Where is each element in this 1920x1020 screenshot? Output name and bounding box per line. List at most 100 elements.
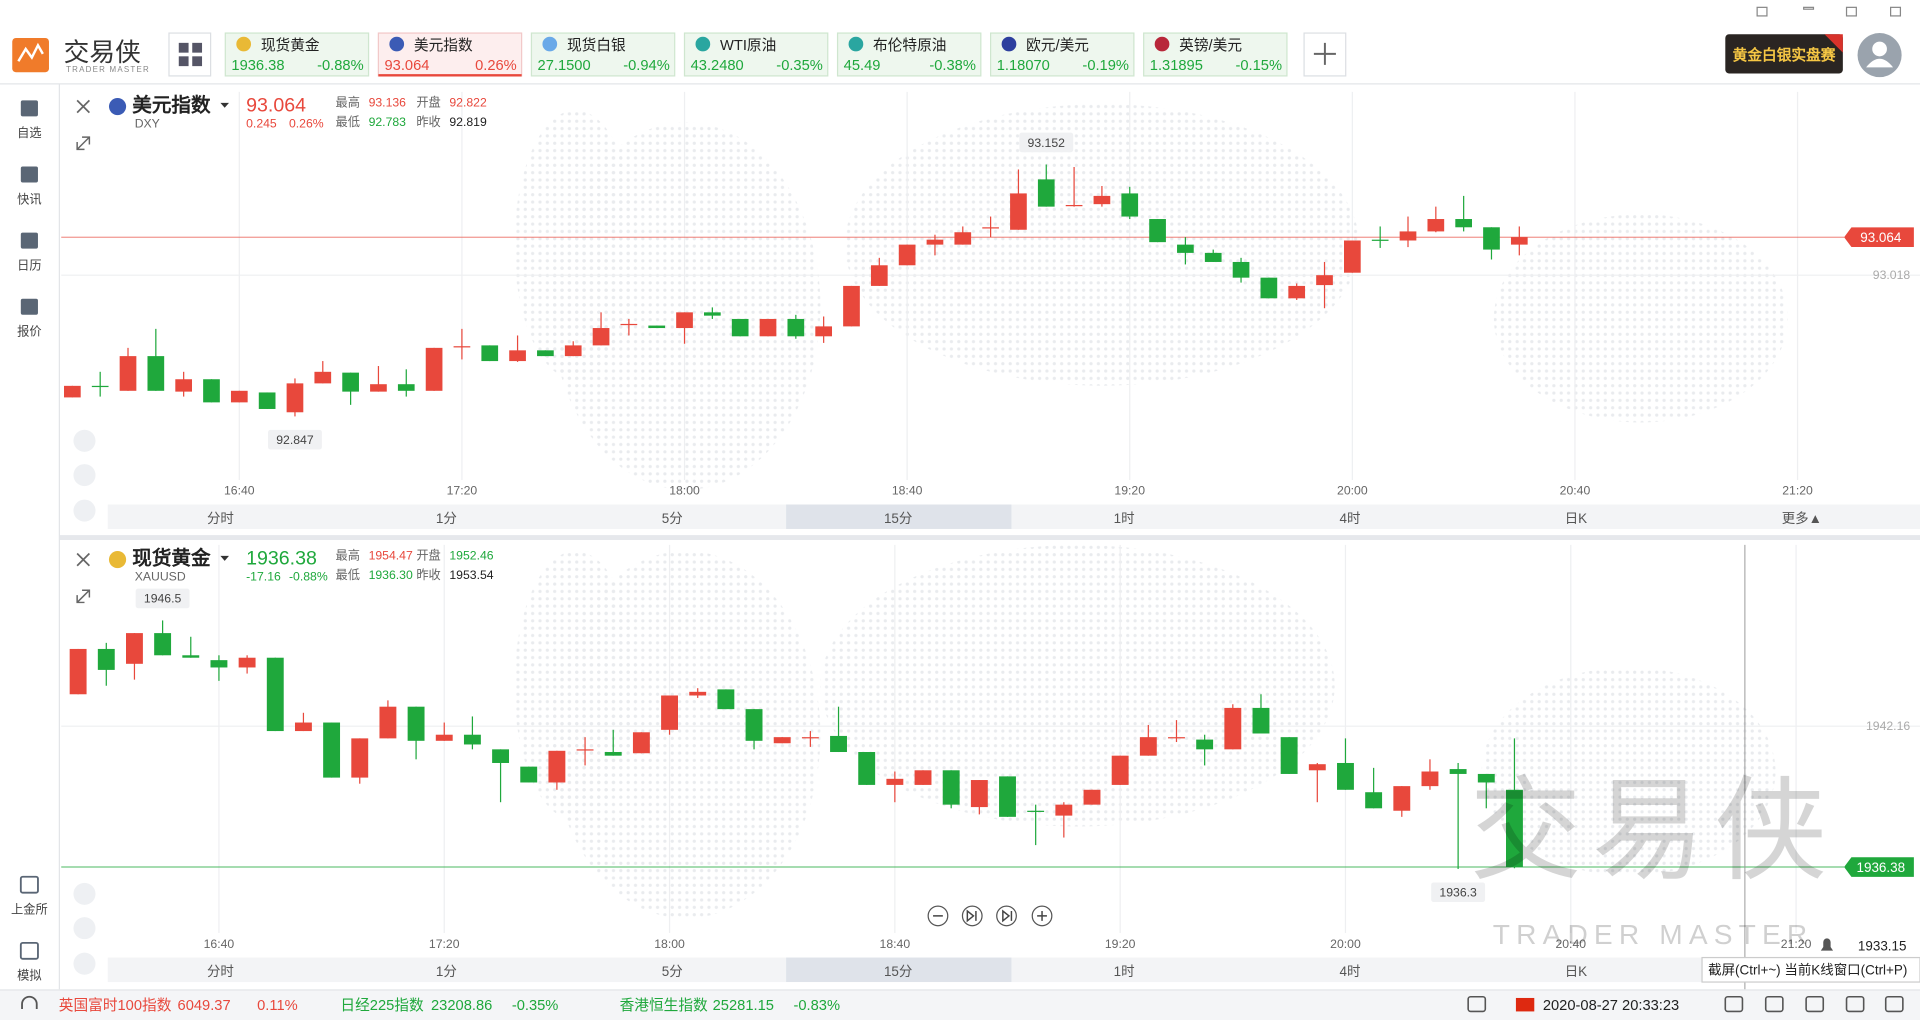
close-icon[interactable]: [76, 99, 90, 114]
period-option[interactable]: 15分: [884, 964, 912, 979]
period-option[interactable]: 分时: [207, 511, 234, 526]
status-icon[interactable]: [1805, 995, 1825, 1013]
status-icon[interactable]: [1724, 995, 1744, 1013]
sidebar-icon[interactable]: [20, 166, 38, 183]
period-option[interactable]: 4时: [1340, 511, 1361, 526]
crosshair-label: 1933.15: [1858, 939, 1907, 954]
x-tick-label: 20:40: [1555, 937, 1586, 951]
period-option[interactable]: 日K: [1565, 511, 1587, 526]
ticker-price: 25281.15: [713, 998, 774, 1014]
window-control[interactable]: [1803, 6, 1815, 10]
candle-body: [370, 384, 387, 392]
expand-icon[interactable]: [76, 136, 91, 151]
period-option[interactable]: 4时: [1340, 964, 1361, 979]
candle-body: [926, 239, 944, 245]
tab-name: 现货黄金: [261, 37, 320, 54]
candle-body: [1288, 285, 1306, 299]
tool-button[interactable]: [73, 952, 96, 975]
tool-button[interactable]: [73, 882, 96, 905]
period-option[interactable]: 分时: [207, 964, 234, 979]
period-option[interactable]: 更多▲: [1782, 510, 1822, 526]
flag-icon: [1515, 997, 1535, 1012]
candle-body: [351, 738, 369, 778]
candle-body: [704, 312, 721, 316]
close-icon[interactable]: [76, 552, 90, 567]
layout-button[interactable]: [168, 32, 212, 77]
map-background: [514, 110, 637, 380]
tab-change: -0.94%: [623, 58, 670, 74]
map-background: [1481, 667, 1776, 876]
candle-body: [182, 655, 200, 658]
price-marker-box: [1431, 882, 1486, 903]
price-marker: 1936.3: [1439, 886, 1477, 900]
tab-change: -0.35%: [776, 58, 823, 74]
status-icon[interactable]: [1467, 995, 1487, 1013]
x-tick-label: 17:20: [447, 484, 478, 498]
candle-body: [379, 706, 397, 739]
tab-price: 93.064: [384, 58, 429, 74]
period-option[interactable]: 1分: [436, 964, 457, 979]
playback-button[interactable]: [961, 905, 983, 927]
candle-body: [548, 750, 566, 783]
sidebar-icon[interactable]: [19, 941, 39, 960]
tool-button[interactable]: [73, 499, 96, 522]
stat-value: 92.819: [449, 115, 487, 129]
candle-body: [435, 734, 453, 741]
period-option[interactable]: 1时: [1114, 511, 1135, 526]
layout-icon: [178, 56, 189, 67]
candle-body: [999, 776, 1016, 817]
panel-divider: [60, 535, 1920, 540]
last-price-label: 1936.38: [1856, 860, 1905, 875]
symbol-dropdown[interactable]: [220, 555, 229, 561]
symbol-dropdown[interactable]: [220, 102, 229, 108]
period-option[interactable]: 15分: [884, 511, 912, 526]
ad-banner[interactable]: [1725, 34, 1843, 74]
status-icon[interactable]: [1764, 995, 1784, 1013]
candle-body: [203, 379, 220, 403]
candle-body: [1399, 231, 1417, 241]
period-option[interactable]: 5分: [662, 964, 683, 979]
period-option[interactable]: 5分: [662, 511, 683, 526]
status-icon[interactable]: [1845, 995, 1865, 1013]
candle-body: [815, 326, 833, 337]
period-option[interactable]: 1时: [1114, 964, 1135, 979]
candle-body: [745, 709, 763, 741]
tool-button[interactable]: [73, 429, 96, 452]
candle-body: [731, 318, 749, 337]
candle-body: [266, 657, 284, 732]
expand-icon[interactable]: [76, 589, 91, 604]
candle-body: [294, 722, 312, 732]
layout-icon: [178, 42, 189, 53]
candle-body: [1510, 237, 1528, 245]
period-option[interactable]: 1分: [436, 511, 457, 526]
candle-body: [1196, 739, 1214, 750]
window-control[interactable]: [1756, 6, 1768, 17]
status-icon[interactable]: [1884, 995, 1904, 1013]
price-marker: 1946.5: [144, 592, 182, 606]
support-icon[interactable]: [21, 995, 38, 1009]
candle-body: [1177, 244, 1194, 253]
period-active: [786, 957, 1012, 983]
candle-body: [1427, 219, 1445, 232]
tab-name: 布伦特原油: [873, 37, 946, 54]
playback-button[interactable]: [996, 905, 1017, 927]
sidebar-icon[interactable]: [20, 298, 38, 315]
x-tick-label: 16:40: [224, 484, 255, 498]
sidebar-icon[interactable]: [20, 100, 38, 117]
candle-body: [954, 232, 972, 245]
candle-body: [1252, 707, 1270, 734]
period-option[interactable]: 日K: [1565, 964, 1587, 979]
window-control[interactable]: [1845, 6, 1857, 17]
tab-change: -0.15%: [1235, 58, 1282, 74]
stat-label: 开盘: [416, 95, 440, 110]
symbol-price: 1936.38: [246, 547, 317, 569]
symbol-change: -17.16: [246, 569, 281, 583]
x-tick-label: 19:20: [1114, 484, 1145, 498]
tool-button[interactable]: [73, 464, 96, 487]
sidebar-icon[interactable]: [19, 875, 39, 894]
candle-body: [759, 318, 777, 337]
tool-button[interactable]: [73, 917, 96, 940]
window-control[interactable]: [1890, 6, 1902, 17]
sidebar-icon[interactable]: [20, 232, 38, 249]
